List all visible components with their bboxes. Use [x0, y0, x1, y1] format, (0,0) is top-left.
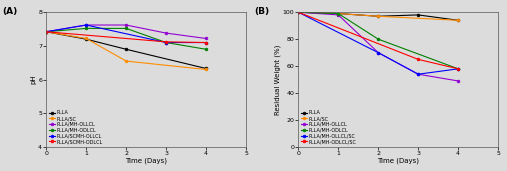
PLLA/SCMH-ODLCL	[203, 42, 209, 44]
Line: PLLA/SCMH-ODLCL: PLLA/SCMH-ODLCL	[45, 30, 207, 44]
PLLA/MH-OLLCL	[163, 32, 169, 34]
PLLA/MH-ODLCL	[335, 12, 341, 15]
PLLA/SC	[375, 15, 381, 17]
PLLA/SC	[83, 37, 89, 40]
PLLA/MH-OLLCL/SC	[415, 73, 421, 75]
Line: PLLA/MH-OLLCL: PLLA/MH-OLLCL	[45, 24, 207, 40]
PLLA/MH-ODLCL	[455, 68, 461, 70]
PLLA/MH-ODLCL	[375, 38, 381, 40]
PLLA	[375, 15, 381, 17]
PLLA/MH-ODLCL/SC	[415, 58, 421, 60]
Line: PLLA: PLLA	[45, 30, 207, 70]
PLLA/MH-ODLCL	[123, 27, 129, 29]
Y-axis label: pH: pH	[31, 75, 37, 84]
PLLA/SCMH-OLLCL	[83, 24, 89, 26]
PLLA/MH-ODLCL	[295, 11, 301, 13]
PLLA	[335, 12, 341, 15]
PLLA/SCMH-OLLCL	[203, 42, 209, 44]
Legend: PLLA, PLLA/SC, PLLA/MH-OLLCL, PLLA/MH-ODLCL, PLLA/SCMH-OLLCL, PLLA/SCMH-ODLCL: PLLA, PLLA/SC, PLLA/MH-OLLCL, PLLA/MH-OD…	[49, 110, 103, 144]
PLLA/MH-OLLCL	[335, 14, 341, 16]
PLLA	[295, 11, 301, 13]
PLLA	[43, 31, 49, 33]
PLLA/SC	[335, 12, 341, 15]
PLLA	[123, 48, 129, 50]
Line: PLLA/MH-ODLCL: PLLA/MH-ODLCL	[297, 11, 459, 70]
PLLA/MH-OLLCL/SC	[295, 11, 301, 13]
Legend: PLLA, PLLA/SC, PLLA/MH-OLLCL, PLLA/MH-ODLCL, PLLA/MH-OLLCL/SC, PLLA/MH-ODLCL/SC: PLLA, PLLA/SC, PLLA/MH-OLLCL, PLLA/MH-OD…	[301, 110, 357, 144]
PLLA/MH-OLLCL	[295, 11, 301, 13]
Text: (A): (A)	[3, 7, 18, 16]
PLLA/MH-ODLCL/SC	[455, 68, 461, 70]
Line: PLLA/SCMH-OLLCL: PLLA/SCMH-OLLCL	[45, 24, 207, 44]
PLLA/MH-ODLCL	[83, 27, 89, 29]
PLLA/SCMH-ODLCL	[43, 31, 49, 33]
PLLA/MH-OLLCL/SC	[455, 68, 461, 70]
PLLA/SC	[203, 68, 209, 70]
Line: PLLA/MH-ODLCL: PLLA/MH-ODLCL	[45, 27, 207, 51]
X-axis label: Time (Days): Time (Days)	[377, 157, 419, 164]
PLLA	[83, 38, 89, 40]
PLLA/MH-OLLCL	[123, 24, 129, 26]
Text: (B): (B)	[255, 7, 270, 16]
PLLA	[203, 68, 209, 70]
PLLA	[415, 14, 421, 16]
PLLA/MH-OLLCL	[415, 73, 421, 75]
Line: PLLA/MH-OLLCL: PLLA/MH-OLLCL	[297, 11, 459, 82]
Line: PLLA/SC: PLLA/SC	[297, 11, 459, 22]
PLLA/SC	[43, 31, 49, 33]
PLLA/SCMH-OLLCL	[163, 42, 169, 44]
PLLA/SCMH-ODLCL	[163, 41, 169, 43]
PLLA/MH-OLLCL/SC	[375, 52, 381, 54]
PLLA/MH-ODLCL	[163, 42, 169, 44]
Line: PLLA/MH-OLLCL/SC: PLLA/MH-OLLCL/SC	[297, 11, 459, 76]
PLLA/SCMH-OLLCL	[43, 31, 49, 33]
Line: PLLA/MH-ODLCL/SC: PLLA/MH-ODLCL/SC	[297, 11, 459, 70]
PLLA/MH-ODLCL	[203, 48, 209, 50]
PLLA	[455, 19, 461, 21]
PLLA/SC	[295, 11, 301, 13]
PLLA/SC	[123, 60, 129, 62]
PLLA/MH-OLLCL	[455, 80, 461, 82]
PLLA/MH-ODLCL	[43, 31, 49, 33]
PLLA/MH-OLLCL	[375, 52, 381, 54]
PLLA/MH-OLLCL	[83, 24, 89, 26]
PLLA/MH-OLLCL	[203, 37, 209, 40]
PLLA/MH-ODLCL/SC	[295, 11, 301, 13]
Line: PLLA: PLLA	[297, 11, 459, 22]
PLLA/MH-OLLCL	[43, 31, 49, 33]
Line: PLLA/SC: PLLA/SC	[45, 30, 207, 71]
PLLA/SC	[455, 19, 461, 21]
X-axis label: Time (Days): Time (Days)	[125, 157, 167, 164]
Y-axis label: Residual Weight (%): Residual Weight (%)	[275, 44, 281, 115]
